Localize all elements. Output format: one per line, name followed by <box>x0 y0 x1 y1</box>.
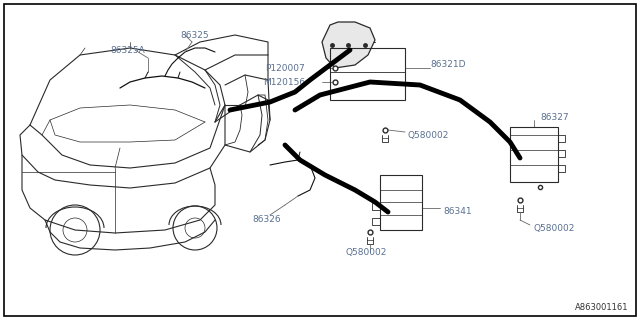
Text: 86321D: 86321D <box>430 60 465 68</box>
Text: Q580002: Q580002 <box>408 131 449 140</box>
Text: Q580002: Q580002 <box>533 223 574 233</box>
Text: 86327: 86327 <box>540 113 568 122</box>
Text: 86326: 86326 <box>252 215 280 225</box>
Text: 86341: 86341 <box>443 207 472 217</box>
Text: 86325: 86325 <box>180 30 209 39</box>
Text: P120007: P120007 <box>265 63 305 73</box>
Text: M120156: M120156 <box>263 77 305 86</box>
Bar <box>510 127 558 182</box>
Text: 86325A: 86325A <box>110 45 145 54</box>
Text: A863001161: A863001161 <box>575 303 628 312</box>
Text: Q580002: Q580002 <box>345 247 387 257</box>
Bar <box>330 48 405 100</box>
Polygon shape <box>322 22 375 68</box>
Bar <box>380 175 422 230</box>
